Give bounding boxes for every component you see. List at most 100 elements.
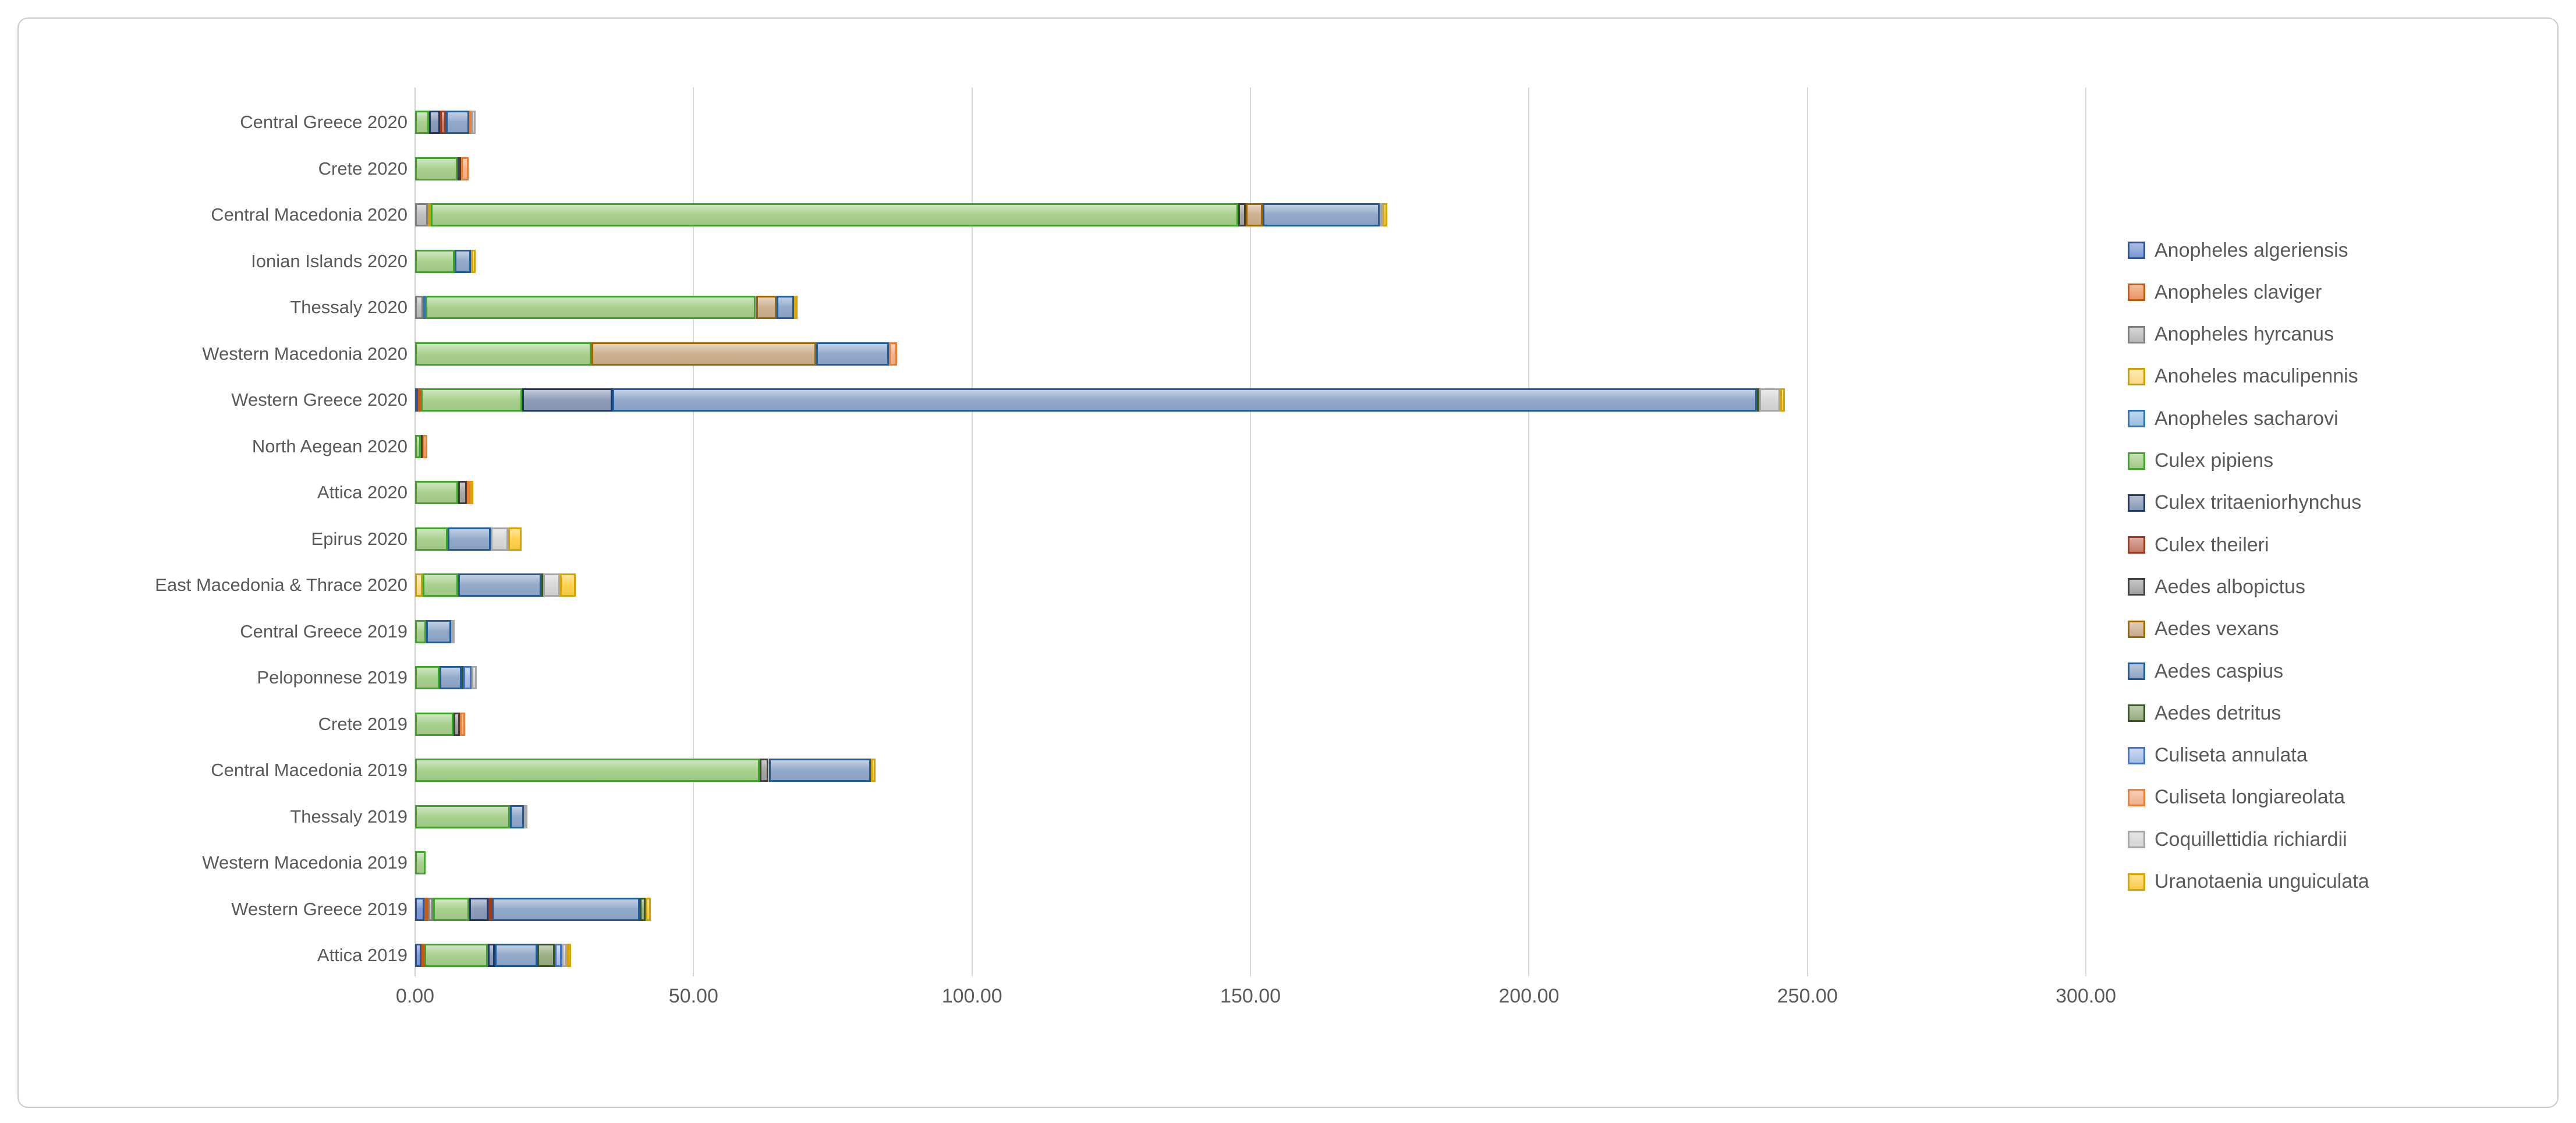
legend-label: Anopheles sacharovi — [2155, 407, 2338, 430]
bar-segment-aedes-caspius — [426, 619, 452, 643]
legend-label: Aedes vexans — [2155, 618, 2279, 640]
bar-row — [0, 434, 2576, 458]
bar-segment-culex-pipiens — [415, 666, 440, 689]
gridline-150 — [1250, 87, 1252, 976]
bar-row — [0, 481, 2576, 504]
bar-segment-culiseta-annulata — [555, 944, 562, 967]
bar-row — [0, 805, 2576, 828]
legend-swatch-aedes-caspius — [2128, 663, 2145, 680]
x-tick-label-300: 300.00 — [2056, 985, 2117, 1007]
bar-segment-aedes-caspius — [458, 573, 542, 597]
legend-item: Aedes caspius — [2128, 660, 2283, 682]
bar-segment-aedes-detritus — [537, 944, 555, 967]
bar-segment-anopheles-algeriensis — [415, 388, 419, 412]
category-label: Thessaly 2020 — [290, 297, 408, 317]
bar-row — [0, 619, 2576, 643]
bar-segment-culex-tritaeniorhynchus — [488, 944, 495, 967]
legend-swatch-uranotaenia-unguiculata — [2128, 873, 2145, 891]
bar-segment-uranotaenia-unguiculata — [646, 897, 651, 921]
legend-swatch-culex-pipiens — [2128, 452, 2145, 470]
bar-segment-culex-pipiens — [415, 851, 426, 874]
bar-segment-culex-pipiens — [415, 759, 760, 782]
bar-row — [0, 851, 2576, 874]
category-label: East Macedonia & Thrace 2020 — [155, 575, 408, 595]
category-label: Peloponnese 2019 — [257, 667, 408, 688]
legend-label: Aedes detritus — [2155, 702, 2281, 724]
legend-label: Anopheles algeriensis — [2155, 239, 2348, 261]
bar-segment-aedes-caspius — [776, 296, 794, 319]
bar-row — [0, 111, 2576, 134]
bar-segment-aedes-vexans — [756, 296, 777, 319]
gridline-250 — [1806, 87, 1808, 976]
bar-segment-aedes-caspius — [445, 111, 469, 134]
category-label: Crete 2020 — [318, 158, 408, 179]
legend-swatch-coquillettidia-richiardii — [2128, 831, 2145, 849]
legend-label: Aedes caspius — [2155, 660, 2284, 682]
bar-segment-coquillettidia-richiardii — [1759, 388, 1780, 412]
category-label: Central Greece 2020 — [240, 112, 408, 132]
bar-segment-anopheles-hyrcanus — [415, 203, 428, 226]
bar-segment-culex-pipiens — [415, 527, 448, 551]
legend-item: Aedes detritus — [2128, 702, 2281, 724]
legend-swatch-culiseta-longiareolata — [2128, 788, 2145, 806]
legend-item: Uranotaenia unguiculata — [2128, 870, 2369, 893]
bar-row — [0, 944, 2576, 967]
bar-segment-culiseta-annulata — [463, 666, 472, 689]
bar-segment-anopheles-hyrcanus — [428, 897, 433, 921]
legend-swatch-anopheles-algeriensis — [2128, 242, 2145, 259]
bar-row — [0, 527, 2576, 551]
bar-segment-anopheles-hyrcanus — [415, 296, 424, 319]
legend-swatch-aedes-detritus — [2128, 704, 2145, 722]
bar-segment-aedes-vexans — [1246, 203, 1263, 226]
bar-row — [0, 249, 2576, 273]
bar-segment-culex-pipiens — [415, 434, 421, 458]
legend-item: Anopheles claviger — [2128, 281, 2322, 303]
bar-segment-coquillettidia-richiardii — [471, 111, 476, 134]
legend-swatch-anopheles-hyrcanus — [2128, 325, 2145, 343]
x-tick-label-250: 250.00 — [1777, 985, 1838, 1007]
legend-label: Coquillettidia richiardii — [2155, 828, 2347, 851]
bar-segment-culex-pipiens — [430, 203, 1238, 226]
bar-segment-culex-pipiens — [433, 897, 469, 921]
category-label: Attica 2019 — [317, 945, 408, 965]
legend-label: Anopheles claviger — [2155, 281, 2322, 303]
bar-row — [0, 573, 2576, 597]
gridline-300 — [2085, 87, 2087, 976]
legend-swatch-anoheles-maculipennis — [2128, 367, 2145, 385]
legend-item: Culex tritaeniorhynchus — [2128, 491, 2362, 514]
legend-item: Anopheles algeriensis — [2128, 239, 2348, 261]
bar-segment-coquillettidia-richiardii — [451, 619, 455, 643]
bar-segment-culex-theileri — [440, 111, 446, 134]
bar-segment-aedes-albopictus — [453, 712, 460, 736]
bar-segment-culex-tritaeniorhynchus — [522, 388, 612, 412]
bar-row — [0, 157, 2576, 180]
bar-segment-uranotaenia-unguiculata — [1382, 203, 1388, 226]
legend-swatch-aedes-vexans — [2128, 620, 2145, 638]
category-label: Western Greece 2020 — [231, 389, 408, 410]
legend-swatch-culex-theileri — [2128, 536, 2145, 554]
category-label: Attica 2020 — [317, 482, 408, 502]
bar-segment-uranotaenia-unguiculata — [1780, 388, 1785, 412]
bar-segment-aedes-caspius — [509, 805, 524, 828]
bar-segment-uranotaenia-unguiculata — [870, 759, 876, 782]
bar-segment-culiseta-longiareolata — [466, 481, 470, 504]
bar-segment-culiseta-longiareolata — [423, 434, 428, 458]
bar-segment-uranotaenia-unguiculata — [567, 944, 571, 967]
x-tick-label-50: 50.00 — [668, 985, 718, 1007]
legend-label: Culex tritaeniorhynchus — [2155, 491, 2362, 514]
category-label: North Aegean 2020 — [251, 435, 408, 456]
bar-segment-coquillettidia-richiardii — [543, 573, 560, 597]
bar-segment-uranotaenia-unguiculata — [793, 296, 798, 319]
bar-segment-aedes-caspius — [440, 666, 462, 689]
bar-segment-culex-pipiens — [415, 712, 453, 736]
legend-item: Anoheles maculipennis — [2128, 365, 2358, 388]
bar-segment-aedes-caspius — [816, 342, 890, 366]
legend-swatch-aedes-albopictus — [2128, 578, 2145, 596]
bar-row — [0, 712, 2576, 736]
category-label: Crete 2019 — [318, 713, 408, 734]
category-label: Central Macedonia 2020 — [211, 204, 408, 225]
legend-label: Anopheles hyrcanus — [2155, 323, 2334, 346]
legend-label: Culex pipiens — [2155, 449, 2274, 472]
bar-segment-uranotaenia-unguiculata — [470, 249, 476, 273]
